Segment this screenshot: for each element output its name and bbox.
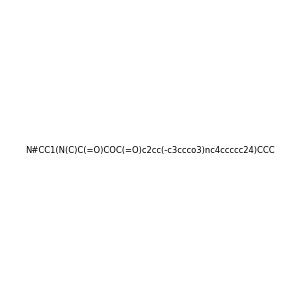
- Text: N#CC1(N(C)C(=O)COC(=O)c2cc(-c3ccco3)nc4ccccc24)CCC: N#CC1(N(C)C(=O)COC(=O)c2cc(-c3ccco3)nc4c…: [25, 146, 275, 154]
